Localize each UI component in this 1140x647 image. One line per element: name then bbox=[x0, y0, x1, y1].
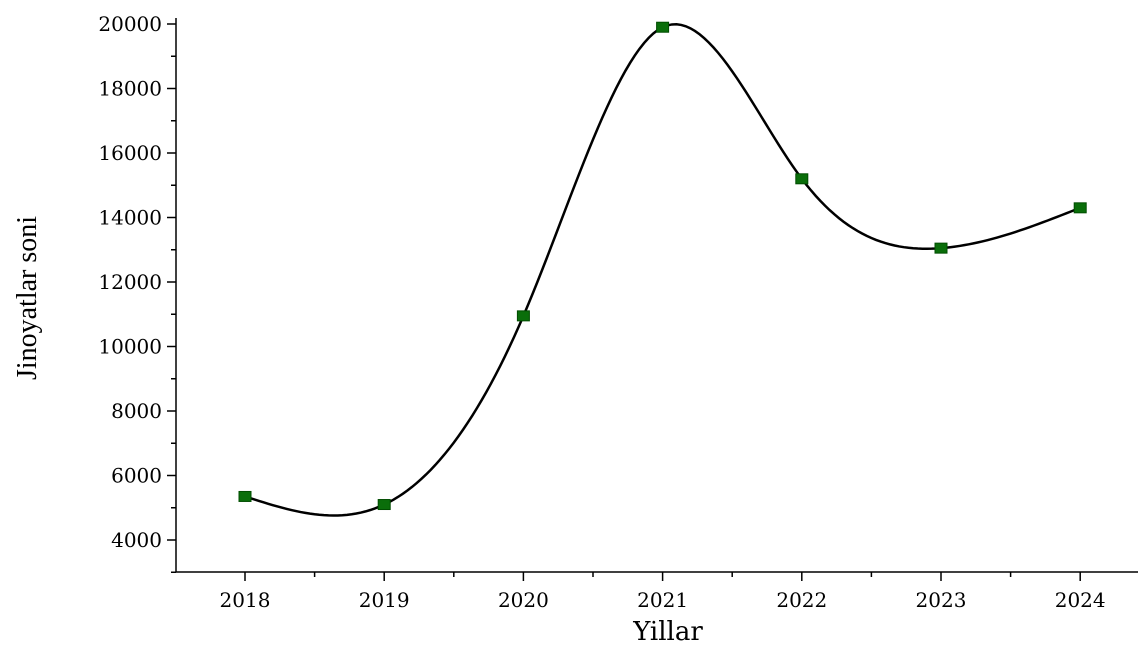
x-tick-label: 2023 bbox=[916, 588, 967, 612]
y-tick-label: 14000 bbox=[98, 206, 162, 230]
data-point-marker bbox=[377, 499, 391, 511]
y-axis: 4000 6000 8000 10000 12000 14000 16000 18000 200… bbox=[98, 12, 177, 573]
y-tick-label: 8000 bbox=[111, 399, 162, 423]
data-point-marker bbox=[1073, 202, 1087, 214]
x-axis-title: Yillar bbox=[632, 617, 703, 647]
series-line bbox=[244, 23, 1081, 517]
y-tick-label: 18000 bbox=[98, 77, 162, 101]
data-point-marker bbox=[656, 21, 670, 33]
x-axis: 2018 2019 2020 2021 2022 2023 2024 bbox=[176, 571, 1138, 612]
data-point-marker bbox=[238, 490, 252, 502]
x-tick-label: 2024 bbox=[1055, 588, 1106, 612]
y-tick-label: 16000 bbox=[98, 141, 162, 165]
data-point-marker bbox=[516, 310, 530, 322]
data-point-marker bbox=[795, 173, 809, 185]
x-tick-label: 2019 bbox=[359, 588, 410, 612]
y-tick-label: 12000 bbox=[98, 270, 162, 294]
data-markers bbox=[238, 21, 1087, 511]
y-ticks: 4000 6000 8000 10000 12000 14000 16000 18000 200… bbox=[98, 12, 176, 573]
y-tick-label: 6000 bbox=[111, 464, 162, 488]
y-tick-label: 4000 bbox=[111, 528, 162, 552]
x-tick-label: 2022 bbox=[776, 588, 827, 612]
y-tick-label: 20000 bbox=[98, 12, 162, 36]
x-tick-label: 2021 bbox=[637, 588, 688, 612]
x-ticks: 2018 2019 2020 2021 2022 2023 2024 bbox=[220, 572, 1106, 612]
y-tick-label: 10000 bbox=[98, 335, 162, 359]
x-tick-label: 2020 bbox=[498, 588, 549, 612]
y-axis-title: Jinoyatlar soni bbox=[12, 216, 43, 380]
data-point-marker bbox=[934, 242, 948, 254]
x-tick-label: 2018 bbox=[220, 588, 271, 612]
